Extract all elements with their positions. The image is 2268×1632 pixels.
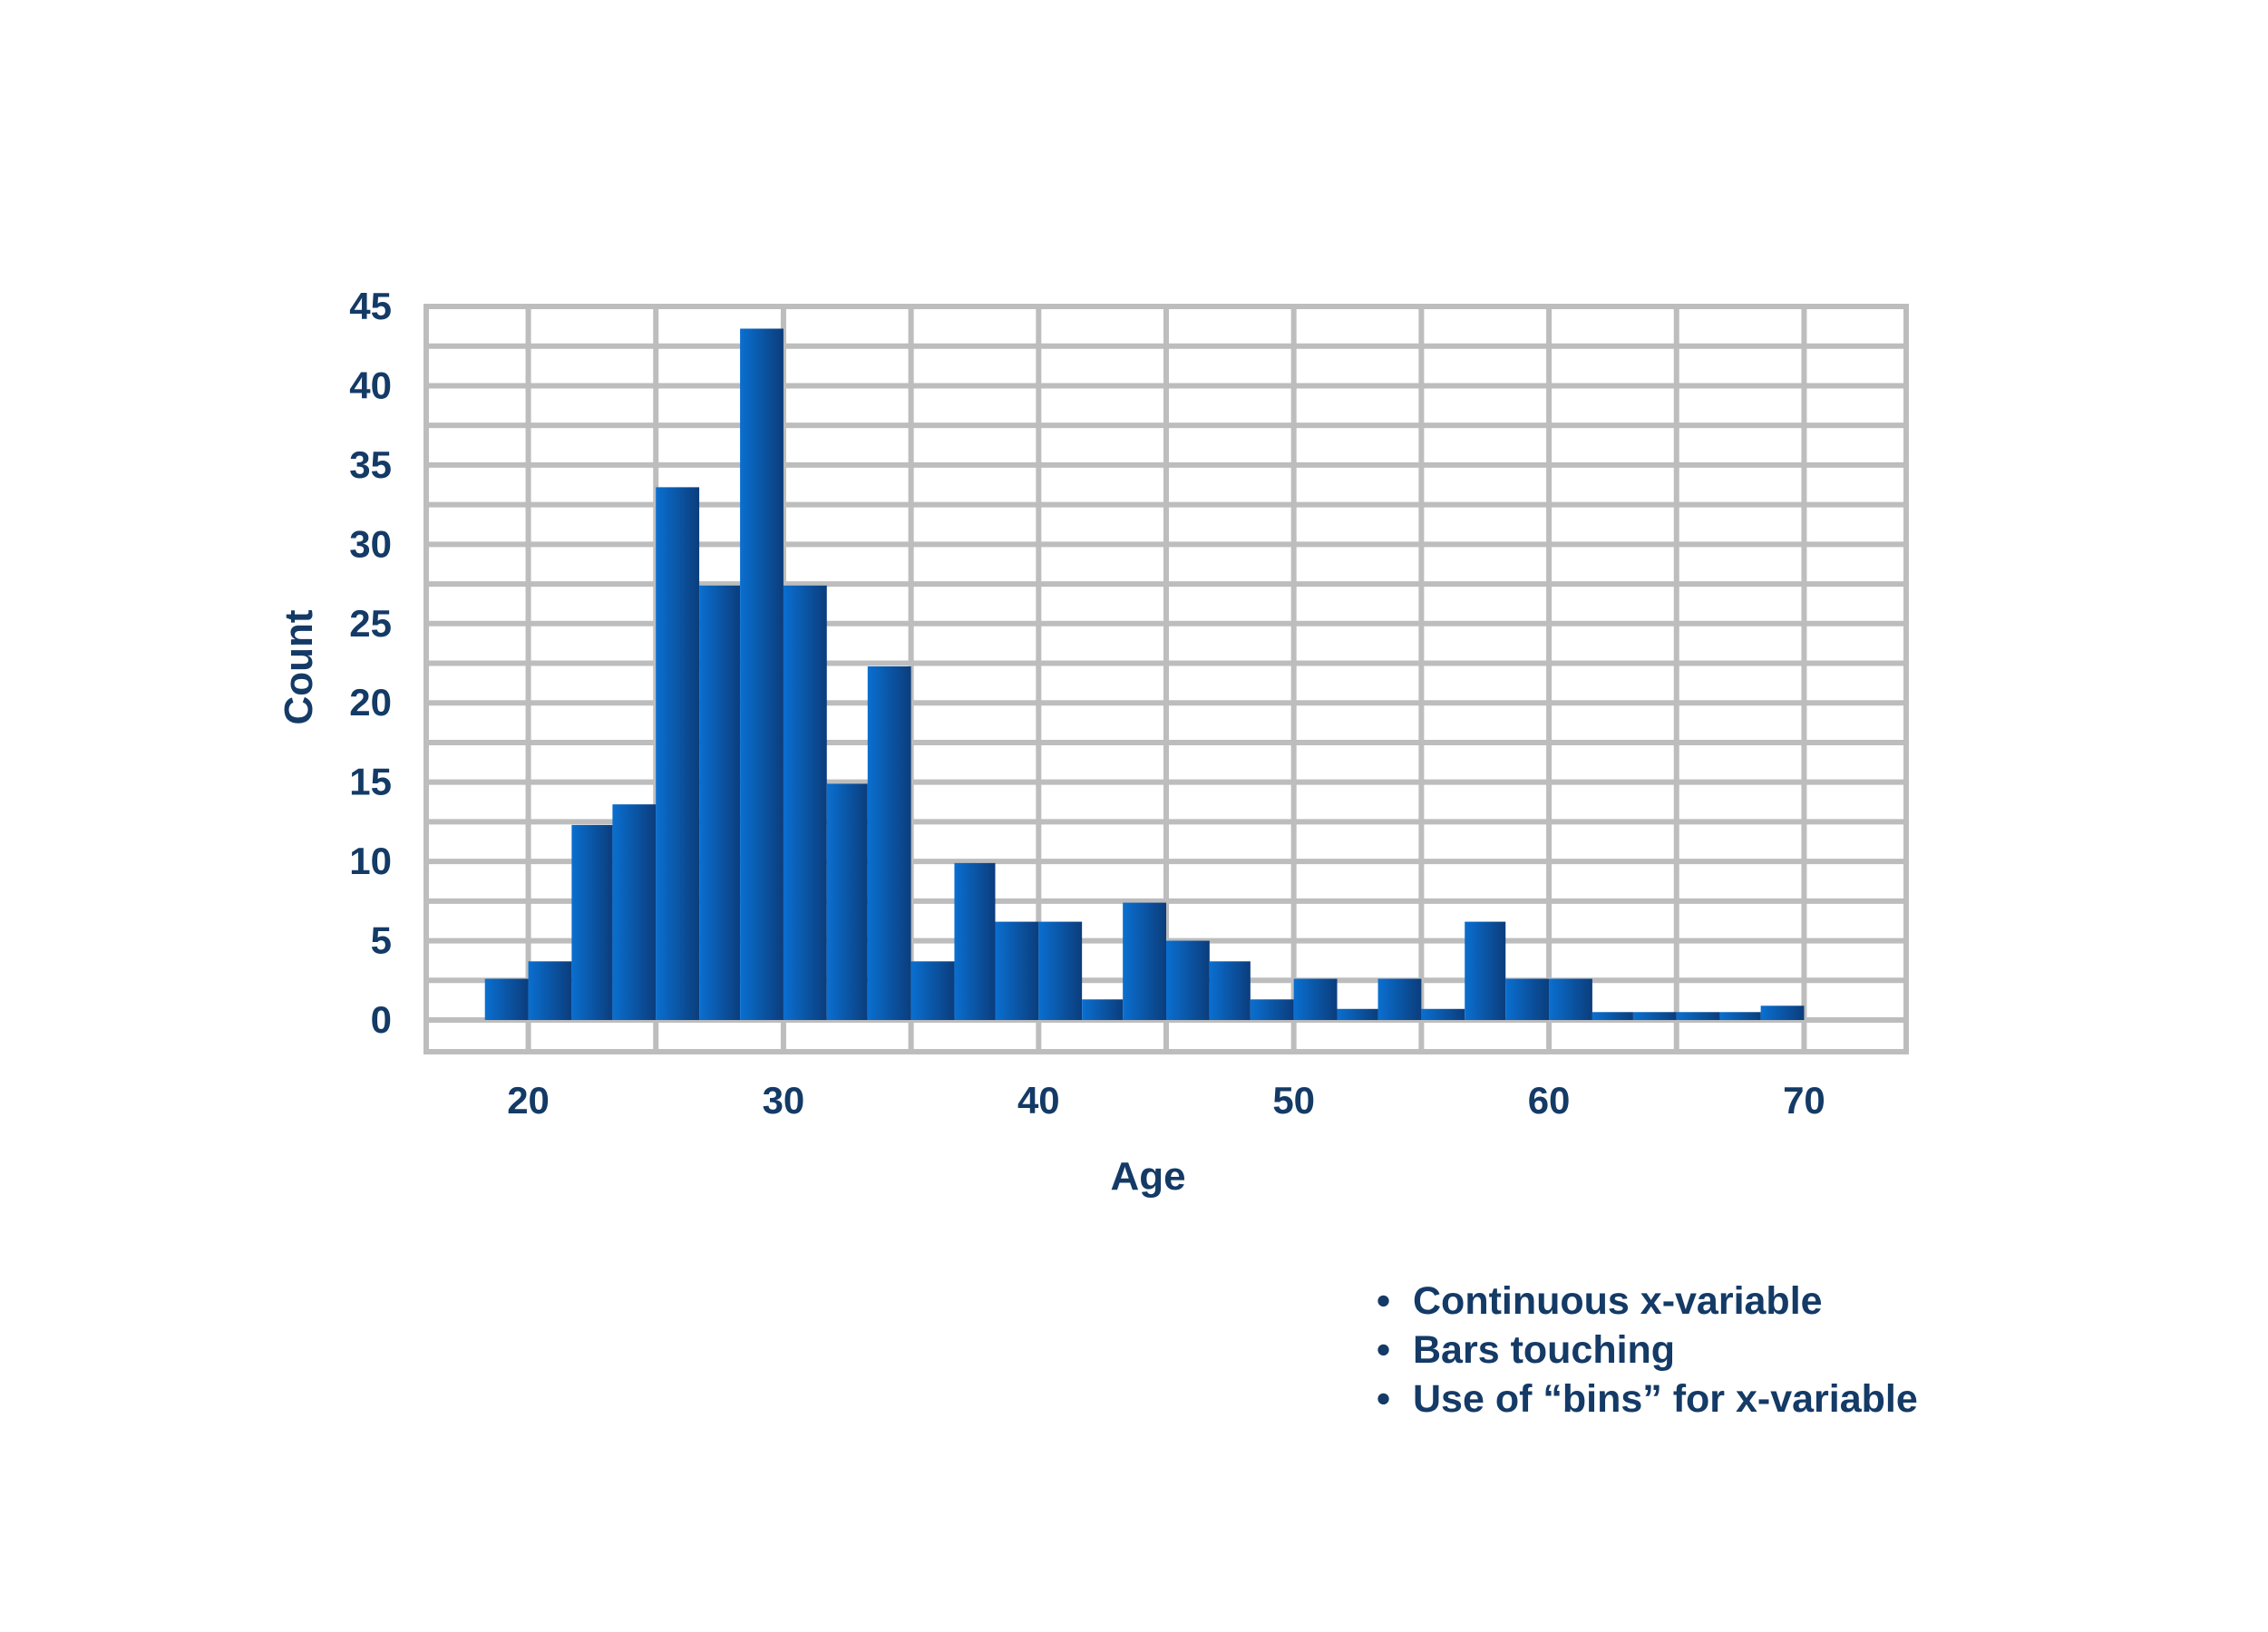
note-item: • Continuous x-variable: [1377, 1277, 1918, 1326]
note-item: • Bars touching: [1377, 1326, 1918, 1375]
histogram-bar: [1038, 921, 1083, 1021]
y-tick-label: 0: [371, 998, 392, 1041]
note-text: Continuous x-variable: [1413, 1279, 1823, 1323]
histogram-bar: [1719, 1012, 1761, 1021]
histogram-bar: [1591, 1012, 1633, 1021]
histogram-bar: [1250, 999, 1294, 1021]
histogram-bar: [1760, 1005, 1805, 1021]
histogram-bar: [1209, 961, 1251, 1021]
histogram-bar: [826, 783, 868, 1021]
x-axis-label: Age: [1110, 1154, 1185, 1199]
histogram-bar: [867, 666, 911, 1021]
histogram-bar: [1082, 999, 1124, 1021]
y-tick-label: 5: [371, 919, 392, 962]
plot-frame: [423, 304, 1909, 1054]
histogram-bar: [1123, 902, 1166, 1021]
x-tick-label: 30: [763, 1079, 805, 1122]
bullet: •: [1377, 1279, 1391, 1323]
x-tick-label: 60: [1528, 1079, 1571, 1122]
histogram-bar: [1505, 978, 1550, 1021]
histogram-bar: [910, 961, 955, 1021]
bars: [484, 328, 1805, 1021]
histogram-bar: [1465, 921, 1506, 1021]
bullet: •: [1377, 1328, 1391, 1372]
y-tick-label: 30: [349, 522, 392, 565]
y-tick-label: 40: [349, 364, 392, 406]
histogram-bar: [1676, 1012, 1720, 1021]
y-axis-label: Count: [277, 609, 321, 724]
histogram-bar: [954, 862, 996, 1021]
y-tick-label: 25: [349, 602, 392, 645]
y-tick-label: 10: [349, 840, 392, 882]
histogram-bar: [1632, 1012, 1677, 1021]
note-item: • Use of “bins” for x-variable: [1377, 1375, 1918, 1423]
histogram-bar: [1377, 978, 1422, 1021]
histogram-bar: [1421, 1008, 1465, 1021]
histogram-bar: [571, 824, 613, 1021]
bullet: •: [1377, 1377, 1391, 1421]
notes-list: • Continuous x-variable • Bars touching • U…: [1377, 1277, 1918, 1423]
histogram-bar: [740, 328, 784, 1021]
x-axis-ticks: 20 30 40 50 60 70: [507, 1079, 1825, 1122]
histogram-bar: [1293, 978, 1338, 1021]
histogram-bar: [783, 585, 827, 1021]
histogram-bar: [995, 921, 1039, 1021]
note-text: Use of “bins” for x-variable: [1413, 1377, 1918, 1421]
y-tick-label: 35: [349, 443, 392, 486]
note-text: Bars touching: [1413, 1328, 1676, 1372]
histogram-bar: [1549, 978, 1592, 1021]
y-tick-label: 45: [349, 285, 392, 327]
histogram-bar: [528, 961, 572, 1021]
histogram-bar: [612, 804, 657, 1021]
y-axis-ticks: 0 5 10 15 20 25 30 35 40 45: [349, 285, 392, 1041]
histogram-bar: [1337, 1008, 1378, 1021]
y-tick-label: 15: [349, 761, 392, 803]
x-tick-label: 70: [1783, 1079, 1825, 1122]
histogram-bar: [1166, 940, 1210, 1021]
x-tick-label: 40: [1017, 1079, 1060, 1122]
histogram-bar: [484, 978, 529, 1021]
plot-border: [423, 304, 1909, 1054]
x-tick-label: 20: [507, 1079, 550, 1122]
histogram-bar: [699, 585, 741, 1021]
y-tick-label: 20: [349, 681, 392, 724]
histogram-bar: [656, 487, 700, 1021]
x-tick-label: 50: [1272, 1079, 1315, 1122]
